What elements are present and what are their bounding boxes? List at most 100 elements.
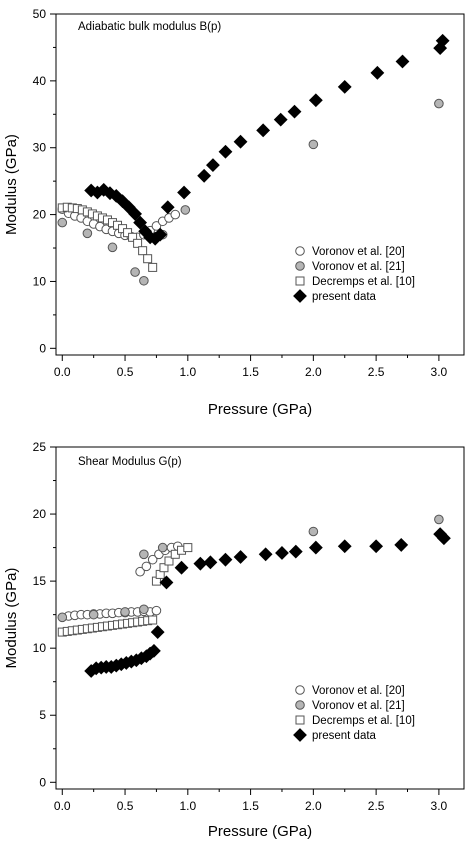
- x-axis-title: Pressure (GPa): [208, 823, 312, 840]
- data-point: [151, 605, 162, 616]
- data-point: [164, 556, 174, 566]
- legend-label: Decremps et al. [10]: [312, 715, 415, 727]
- data-point: [197, 168, 212, 183]
- data-point: [133, 215, 148, 230]
- plot-frame: [55, 13, 465, 356]
- data-point: [143, 254, 153, 264]
- data-point: [308, 139, 319, 150]
- data-point: [130, 267, 140, 277]
- legend-marker: [295, 261, 305, 271]
- data-point: [139, 275, 149, 286]
- y-tick-label: 40: [33, 74, 47, 88]
- data-point: [141, 561, 152, 572]
- data-point: [308, 526, 319, 537]
- data-point: [139, 604, 149, 615]
- x-tick-label: 0.5: [117, 799, 134, 813]
- y-tick-label: 20: [33, 507, 47, 521]
- y-axis-title: Modulus (GPa): [3, 134, 20, 235]
- data-point: [435, 33, 450, 48]
- data-point: [96, 182, 111, 197]
- data-point: [193, 556, 208, 571]
- data-point: [174, 560, 189, 575]
- data-point: [147, 554, 158, 565]
- legend-marker: [295, 700, 305, 710]
- y-tick-label: 0: [39, 775, 46, 789]
- legend-marker: [295, 246, 305, 256]
- data-point: [133, 238, 143, 248]
- data-point: [258, 547, 273, 562]
- data-point: [256, 123, 271, 138]
- y-tick-label: 15: [33, 574, 47, 588]
- x-tick-label: 0.0: [54, 365, 71, 379]
- data-point: [107, 242, 118, 253]
- data-point: [57, 612, 68, 623]
- x-tick-label: 2.0: [305, 365, 322, 379]
- data-point: [233, 550, 248, 564]
- y-tick-label: 20: [33, 208, 47, 222]
- legend-marker: [293, 289, 307, 303]
- data-point: [139, 549, 149, 560]
- legend-label: Voronov et al. [21]: [312, 700, 405, 712]
- data-point: [218, 552, 233, 567]
- data-point: [275, 546, 289, 560]
- x-tick-label: 3.0: [431, 799, 448, 813]
- data-point: [159, 575, 174, 590]
- data-point: [170, 209, 181, 220]
- data-point: [308, 540, 323, 555]
- data-point: [148, 615, 158, 625]
- x-tick-label: 1.0: [179, 365, 196, 379]
- x-tick-label: 2.5: [368, 365, 385, 379]
- legend-label: present data: [312, 730, 377, 742]
- data-point: [88, 609, 99, 620]
- y-tick-label: 50: [33, 7, 47, 21]
- x-axis-title: Pressure (GPa): [208, 401, 312, 418]
- data-point: [437, 531, 451, 546]
- data-point: [370, 65, 385, 80]
- y-tick-label: 0: [39, 341, 46, 355]
- series-3: [57, 543, 193, 637]
- chart-title: Shear Modulus G(p): [78, 456, 182, 468]
- y-tick-label: 25: [33, 440, 47, 454]
- legend: Voronov et al. [20] Voronov et al. [21] De…: [293, 685, 415, 742]
- y-tick-label: 10: [33, 641, 47, 655]
- x-tick-label: 3.0: [431, 365, 448, 379]
- data-point: [203, 555, 218, 570]
- series-4: [84, 527, 451, 678]
- plot-frame: [55, 446, 465, 790]
- x-tick-label: 2.5: [368, 799, 385, 813]
- legend-marker: [295, 715, 305, 725]
- legend-label: Voronov et al. [20]: [312, 246, 405, 258]
- data-point: [273, 112, 288, 127]
- data-point: [394, 537, 409, 552]
- data-point: [287, 104, 302, 119]
- legend-label: Voronov et al. [20]: [312, 685, 405, 697]
- data-point: [120, 607, 130, 617]
- data-point: [180, 205, 191, 215]
- data-point: [150, 625, 165, 639]
- legend-marker: [295, 276, 305, 286]
- data-point: [82, 228, 93, 239]
- series-2: [57, 514, 444, 623]
- legend-marker: [293, 728, 307, 742]
- legend-label: Decremps et al. [10]: [312, 276, 415, 288]
- series-4: [84, 33, 450, 246]
- data-point: [160, 200, 175, 215]
- data-point: [206, 158, 220, 173]
- data-point: [123, 228, 133, 238]
- y-axis-title: Modulus (GPa): [3, 568, 20, 669]
- x-tick-label: 0.0: [54, 799, 71, 813]
- data-point: [177, 185, 191, 200]
- legend-label: Voronov et al. [21]: [312, 261, 405, 273]
- y-tick-label: 30: [33, 141, 47, 155]
- data-point: [153, 227, 168, 242]
- data-point: [159, 563, 169, 573]
- x-tick-label: 1.0: [179, 799, 196, 813]
- data-point: [157, 542, 168, 553]
- x-tick-label: 0.5: [117, 365, 134, 379]
- x-tick-label: 1.5: [242, 799, 259, 813]
- y-tick-label: 5: [39, 708, 46, 722]
- legend: Voronov et al. [20] Voronov et al. [21] De…: [293, 246, 415, 303]
- data-point: [138, 246, 148, 256]
- data-point: [148, 262, 158, 272]
